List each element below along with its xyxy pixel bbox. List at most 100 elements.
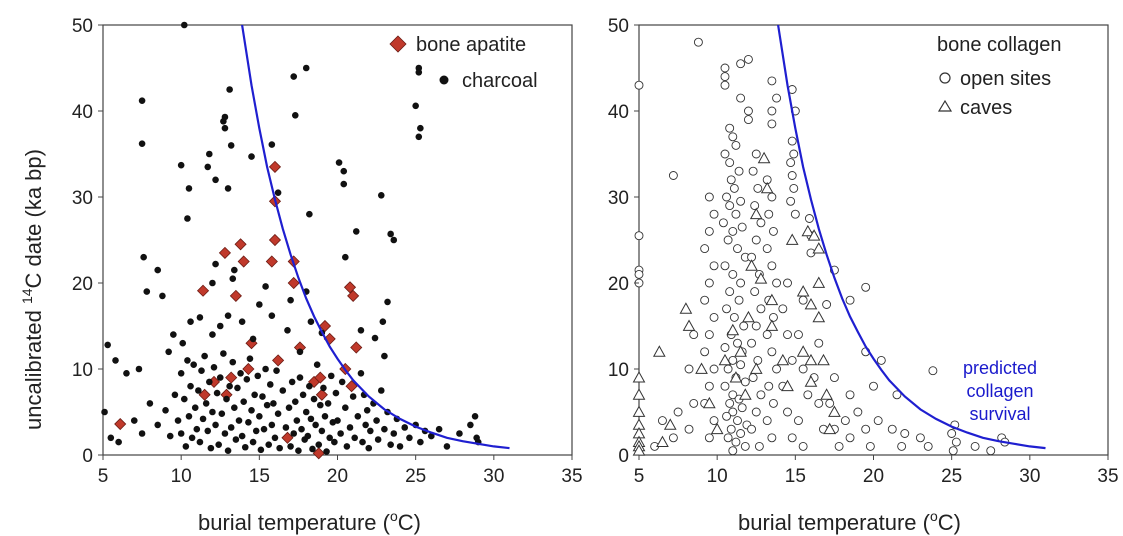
right-point-caves xyxy=(781,379,794,392)
left-point-charcoal xyxy=(324,400,332,407)
right-point-open-sites xyxy=(684,364,694,374)
left-point-charcoal xyxy=(357,327,365,334)
right-x-tick-label: 35 xyxy=(1097,466,1118,487)
right-point-open-sites xyxy=(743,54,753,64)
left-point-charcoal xyxy=(338,378,346,386)
left-point-charcoal xyxy=(377,191,385,199)
right-point-caves xyxy=(703,396,716,409)
right-point-open-sites xyxy=(747,338,757,348)
left-point-charcoal xyxy=(177,370,185,377)
left-point-charcoal xyxy=(306,382,313,390)
right-point-caves xyxy=(745,259,758,271)
right-point-open-sites xyxy=(798,295,808,305)
left-chart-panel: 5 10 15 20 25 30 35 0 10 20 30 40 50 bone apatite ch… xyxy=(19,16,583,535)
right-point-caves xyxy=(656,435,669,447)
left-point-charcoal xyxy=(138,430,146,437)
left-point-charcoal xyxy=(221,124,229,132)
right-tick-labels: 5 10 15 20 25 30 35 0 10 20 30 40 50 xyxy=(608,16,1119,487)
left-point-charcoal xyxy=(140,253,147,261)
left-point-charcoal xyxy=(107,434,115,442)
right-point-open-sites xyxy=(725,123,735,133)
left-point-charcoal xyxy=(288,378,296,386)
right-point-open-sites xyxy=(734,295,744,305)
left-point-charcoal xyxy=(177,430,185,437)
right-point-open-sites xyxy=(783,407,792,417)
left-point-charcoal xyxy=(259,393,266,400)
right-point-open-sites xyxy=(887,424,897,434)
left-point-charcoal xyxy=(243,376,251,383)
right-point-open-sites xyxy=(728,446,738,456)
left-point-charcoal xyxy=(179,339,187,347)
right-point-open-sites xyxy=(790,209,800,219)
left-point-charcoal xyxy=(256,413,263,420)
right-point-open-sites xyxy=(762,416,772,426)
left-point-charcoal xyxy=(101,408,108,416)
left-point-charcoal xyxy=(224,312,232,319)
left-point-charcoal xyxy=(273,367,280,375)
left-point-charcoal xyxy=(265,441,273,448)
right-point-open-sites xyxy=(736,360,746,370)
legend-marker-charcoal xyxy=(439,75,449,85)
right-point-caves xyxy=(820,388,833,400)
right-point-open-sites xyxy=(767,119,777,129)
left-point-charcoal xyxy=(190,361,197,369)
right-point-open-sites xyxy=(768,312,778,322)
left-point-charcoal xyxy=(287,296,294,304)
left-point-charcoal xyxy=(266,381,274,388)
left-point-charcoal xyxy=(143,288,151,295)
left-point-charcoal xyxy=(171,391,179,399)
right-point-open-sites xyxy=(728,226,738,236)
left-point-bone-apatite xyxy=(196,284,210,297)
left-point-bone-apatite xyxy=(350,341,363,354)
right-point-caves xyxy=(807,229,821,241)
left-point-charcoal xyxy=(334,417,341,424)
left-point-charcoal xyxy=(246,355,254,362)
left-point-charcoal xyxy=(312,421,319,429)
right-point-caves xyxy=(734,345,747,357)
right-point-open-sites xyxy=(722,411,731,421)
right-point-open-sites xyxy=(783,278,792,288)
left-point-bone-apatite xyxy=(318,319,332,333)
right-point-open-sites xyxy=(720,80,730,90)
left-point-charcoal xyxy=(401,424,409,431)
left-point-charcoal xyxy=(229,275,237,283)
right-point-open-sites xyxy=(970,441,980,451)
right-x-tick-label: 10 xyxy=(707,466,728,487)
right-point-open-sites xyxy=(814,398,824,408)
right-point-open-sites xyxy=(725,287,735,297)
right-point-caves xyxy=(632,405,646,417)
right-point-caves xyxy=(754,272,768,284)
left-point-charcoal xyxy=(209,408,216,416)
right-point-caves xyxy=(632,371,646,383)
right-point-open-sites xyxy=(928,366,938,376)
left-point-charcoal xyxy=(162,406,169,414)
left-point-charcoal xyxy=(317,401,324,409)
right-point-open-sites xyxy=(723,235,733,245)
left-point-charcoal xyxy=(196,438,204,446)
left-point-charcoal xyxy=(234,384,241,392)
left-point-charcoal xyxy=(206,378,213,386)
legend-label-bone-apatite: bone apatite xyxy=(416,34,526,56)
left-point-charcoal xyxy=(213,389,221,397)
legend-marker-bone-apatite xyxy=(389,35,407,53)
left-point-charcoal xyxy=(387,441,394,448)
left-point-charcoal xyxy=(188,434,196,442)
right-point-open-sites xyxy=(700,295,710,305)
left-point-charcoal xyxy=(226,382,233,390)
left-point-charcoal xyxy=(346,424,354,431)
left-point-charcoal xyxy=(274,410,282,418)
right-point-open-sites xyxy=(728,407,738,417)
right-point-open-sites xyxy=(689,398,699,408)
legend-title-bone-collagen: bone collagen xyxy=(937,34,1062,56)
left-point-charcoal xyxy=(223,395,230,403)
right-point-caves xyxy=(632,388,646,400)
right-point-caves xyxy=(710,422,724,435)
right-point-caves xyxy=(796,345,810,357)
left-point-charcoal xyxy=(138,97,146,104)
right-point-open-sites xyxy=(767,192,777,202)
left-point-charcoal xyxy=(304,432,312,440)
left-point-charcoal xyxy=(435,425,443,433)
left-point-charcoal xyxy=(332,389,340,397)
right-point-caves xyxy=(812,242,826,254)
